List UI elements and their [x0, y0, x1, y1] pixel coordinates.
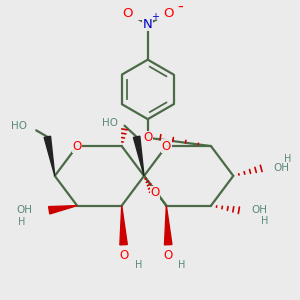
Polygon shape [134, 136, 144, 176]
Text: O: O [164, 249, 173, 262]
Text: +: + [151, 12, 159, 22]
Text: N: N [143, 18, 153, 31]
Polygon shape [44, 136, 55, 176]
Polygon shape [120, 206, 127, 245]
Text: OH: OH [251, 205, 267, 215]
Text: O: O [163, 7, 173, 20]
Text: OH: OH [273, 164, 289, 173]
Text: O: O [122, 7, 133, 20]
Text: O: O [162, 140, 171, 153]
Text: H: H [284, 154, 291, 164]
Text: H: H [135, 260, 142, 270]
Text: H: H [18, 218, 25, 227]
Text: O: O [143, 131, 152, 144]
Text: OH: OH [16, 205, 32, 215]
Text: O: O [119, 249, 128, 262]
Text: HO: HO [102, 118, 118, 128]
Text: -: - [177, 0, 183, 14]
Polygon shape [49, 206, 77, 214]
Text: H: H [261, 216, 268, 226]
Text: H: H [178, 260, 185, 270]
Polygon shape [164, 206, 172, 245]
Text: O: O [151, 186, 160, 199]
Text: O: O [73, 140, 82, 153]
Text: HO: HO [11, 121, 27, 131]
